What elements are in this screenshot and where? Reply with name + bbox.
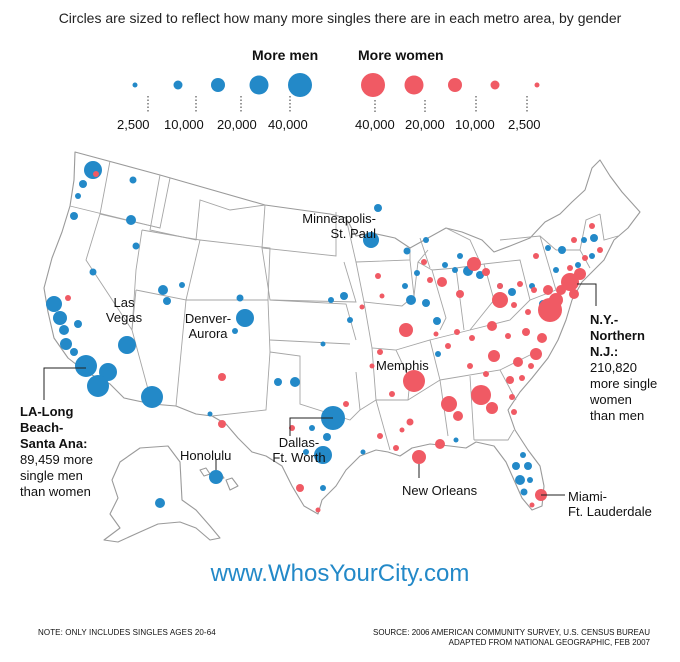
footnote: NOTE: ONLY INCLUDES SINGLES AGES 20-64 xyxy=(38,628,216,637)
legend-women-2500 xyxy=(490,80,500,90)
callout-ny: N.Y.- Northern N.J.: 210,820 more single… xyxy=(590,312,658,423)
legend-women-1000 xyxy=(534,82,540,88)
legend-women-label: 2,500 xyxy=(508,117,541,132)
label-minneapolis: Minneapolis- St. Paul xyxy=(302,211,376,241)
label-new-orleans: New Orleans xyxy=(402,483,478,498)
website-link[interactable]: www.WhosYourCity.com xyxy=(210,560,470,587)
legend-men-label: 40,000 xyxy=(268,117,308,132)
metro-circle-new-orleans xyxy=(412,450,426,464)
legend-women-40000 xyxy=(361,73,385,97)
metro-circle-las-vegas xyxy=(118,336,136,354)
label-denver: Denver- Aurora xyxy=(184,311,232,341)
metro-circle-phoenix xyxy=(141,386,163,408)
metro-circle-denver xyxy=(236,309,254,327)
legend-women-20000 xyxy=(404,75,424,95)
label-memphis: Memphis xyxy=(376,358,429,373)
legend-men-10000 xyxy=(211,78,225,92)
legend-women-10000 xyxy=(448,78,462,92)
callout-ny-value: 210,820 xyxy=(590,360,637,375)
callout-la: LA-Long Beach- Santa Ana: 89,459 more si… xyxy=(20,404,93,499)
callout-leaders xyxy=(43,283,597,496)
legend-women-heading: More women xyxy=(358,47,444,63)
legend-men-2500 xyxy=(173,80,183,90)
legend-men-heading: More men xyxy=(252,47,319,63)
legend-men-label: 10,000 xyxy=(164,117,204,132)
legend-men-20000 xyxy=(249,75,269,95)
legend-leaders xyxy=(147,96,528,112)
label-honolulu: Honolulu xyxy=(180,448,232,463)
map-subtitle: Circles are sized to reflect how many mo… xyxy=(58,10,622,26)
label-miami: Miami- Ft. Lauderdale xyxy=(568,489,652,519)
us-outline xyxy=(43,151,641,515)
alaska-outline xyxy=(103,445,221,543)
source-credit: SOURCE: 2006 AMERICAN COMMUNITY SURVEY, … xyxy=(373,628,650,647)
legend-men-label: 2,500 xyxy=(117,117,150,132)
label-dallas: Dallas- Ft. Worth xyxy=(272,435,326,465)
state-lines xyxy=(69,160,619,451)
metro-circle-minneapolis xyxy=(363,232,379,248)
callout-ny-name: N.Y.- xyxy=(590,312,619,327)
label-las-vegas: Las Vegas xyxy=(105,295,143,325)
callout-la-value: 89,459 more xyxy=(20,452,93,467)
legend-men-label: 20,000 xyxy=(217,117,257,132)
legend-men-40000 xyxy=(288,73,312,97)
legend-circles xyxy=(132,73,540,97)
callout-la-name: LA-Long xyxy=(20,404,74,419)
metro-circle-memphis xyxy=(403,370,425,392)
metro-circle-la xyxy=(75,355,97,377)
legend-women-label: 20,000 xyxy=(405,117,445,132)
legend-men-1000 xyxy=(132,82,138,88)
legend-women-label: 10,000 xyxy=(455,117,495,132)
men-circles xyxy=(46,161,598,508)
legend-women-label: 40,000 xyxy=(355,117,395,132)
metro-circle-seattle xyxy=(84,161,102,179)
metro-circle-honolulu xyxy=(209,470,223,484)
